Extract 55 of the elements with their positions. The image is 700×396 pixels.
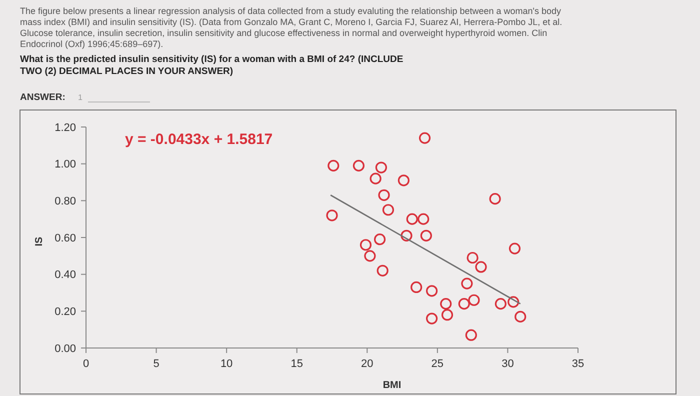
point <box>398 174 410 186</box>
point <box>461 278 473 290</box>
point <box>406 213 418 225</box>
y-tick-label: 0.60 <box>54 232 76 244</box>
y-tick-label: 1.20 <box>54 122 76 134</box>
y-tick-label: 0.80 <box>54 196 76 208</box>
text: 1 <box>78 93 83 102</box>
x-tick-label: 5 <box>153 358 160 370</box>
x-tick-label: 15 <box>290 358 303 370</box>
x-tick-label: 25 <box>431 358 444 370</box>
point <box>494 298 506 310</box>
y-tick-label: 1.00 <box>54 158 76 171</box>
point <box>420 230 432 242</box>
point <box>376 264 388 276</box>
point <box>360 239 372 251</box>
point <box>465 329 477 341</box>
point <box>382 204 394 216</box>
point <box>410 281 422 294</box>
point <box>508 242 521 254</box>
point <box>468 294 480 306</box>
y-axis-title: IS <box>34 236 45 246</box>
chart-title: The figure below presents a linear regression analysis of data collected from a study evaluting the relationship between a woman's body mass index (BMI) and insulin sensitivity (IS). (Data from Gonzalo MA, Grant C, Moreno I, Garcia FJ, Suarez AI, Herrera-Pombo JL, et al. Glucose tolerance, insulin secretion, insulin sensitivity and glucose effectiveness in normal and overweight hyperthyroid women. Clin Endocrinol (Oxf) 1996;45:689–697). <box>20 6 562 49</box>
point <box>418 213 430 225</box>
point <box>514 310 526 322</box>
point <box>364 250 376 262</box>
point <box>489 193 501 205</box>
point <box>328 160 340 172</box>
point <box>370 172 382 184</box>
x-tick-label: 20 <box>361 358 374 370</box>
point <box>466 252 478 264</box>
point <box>426 312 438 324</box>
text: What is the predicted insulin sensitivity (IS) for a woman with a BMI of 24? (INCLUDE TWO (2) DECIMAL PLACES IN YOUR ANSWER) <box>20 54 404 77</box>
point <box>374 234 386 246</box>
point <box>426 285 438 297</box>
y-tick-label: 0.00 <box>54 342 76 355</box>
point <box>378 189 390 201</box>
point <box>326 210 338 222</box>
point <box>400 230 412 242</box>
x-tick-label: 10 <box>220 358 233 370</box>
point <box>508 296 520 308</box>
y-tick-label: 0.40 <box>54 269 76 282</box>
point <box>440 298 452 310</box>
y-tick-label: 0.20 <box>54 306 76 318</box>
point <box>418 132 431 144</box>
x-tick-label: 35 <box>572 358 584 370</box>
annotation: y = -0.0433x + 1.5817 <box>125 131 273 148</box>
point <box>441 309 454 321</box>
point <box>475 261 487 273</box>
x-tick-label: 0 <box>82 358 90 370</box>
text: ANSWER: <box>20 92 66 103</box>
point <box>375 162 387 174</box>
point <box>458 298 470 310</box>
x-axis-title: BMI <box>382 380 402 391</box>
x-tick-label: 30 <box>502 358 514 370</box>
point <box>352 160 365 172</box>
